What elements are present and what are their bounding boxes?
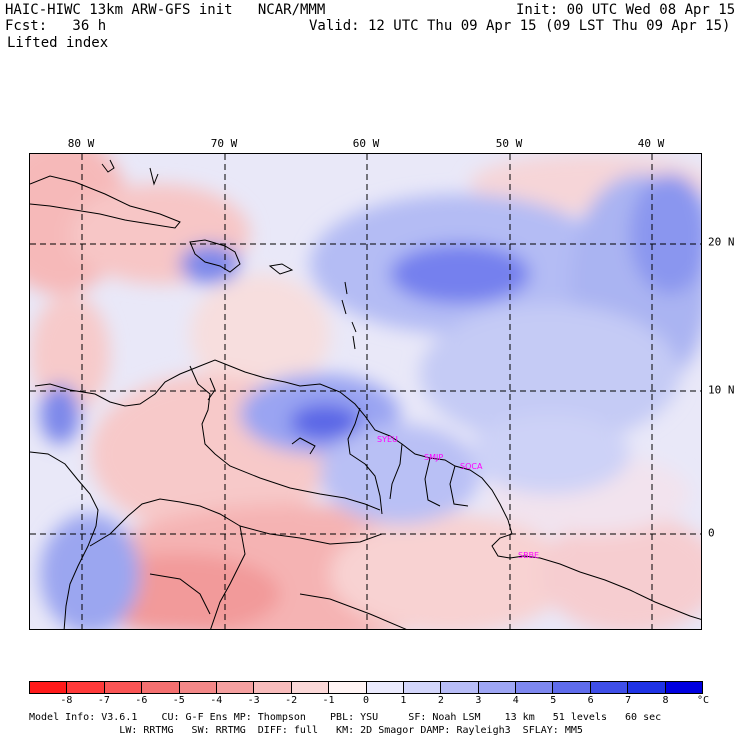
colorbar-label: 4 (512, 695, 519, 706)
colorbar-swatch (440, 682, 478, 693)
coastlines (30, 159, 701, 629)
colorbar-label: -5 (172, 695, 185, 706)
lon-label: 40 W (637, 137, 665, 150)
colorbar-label: 0 (362, 695, 370, 706)
colorbar-swatch (66, 682, 104, 693)
colorbar (29, 681, 703, 694)
station-label: SYEU (377, 435, 398, 444)
colorbar-swatch (515, 682, 553, 693)
colorbar-label: 6 (587, 695, 594, 706)
lon-label: 60 W (352, 137, 380, 150)
colorbar-label: -6 (135, 695, 148, 706)
model-info-line2: LW: RRTMG SW: RRTMG DIFF: full KM: 2D Sm… (29, 725, 583, 736)
lat-label: 10 N (708, 383, 735, 397)
colorbar-label: -1 (322, 695, 335, 706)
lon-label: 80 W (67, 137, 95, 150)
colorbar-swatch (215, 682, 254, 693)
colorbar-label: -4 (210, 695, 223, 706)
lon-label: 50 W (495, 137, 523, 150)
colorbar-label: 2 (437, 695, 444, 706)
map-title: HAIC-HIWC 13km ARW-GFS init NCAR/MMM (5, 2, 326, 18)
station-label: SOCA (460, 462, 483, 471)
colorbar-swatch (477, 682, 516, 693)
colorbar-label: 5 (550, 695, 557, 706)
colorbar-swatch (30, 682, 67, 693)
station-label: SMJP (424, 453, 443, 462)
colorbar-swatch (365, 682, 403, 693)
colorbar-label: 8 (662, 695, 669, 706)
colorbar-label: °C (696, 695, 710, 706)
lon-label: 70 W (210, 137, 238, 150)
field-name: Lifted index (7, 35, 109, 51)
colorbar-swatch (552, 682, 590, 693)
colorbar-label: -3 (247, 695, 260, 706)
shaded-field (30, 154, 701, 629)
model-info-line1: Model Info: V3.6.1 CU: G-F Ens MP: Thomp… (29, 712, 662, 723)
graticule (30, 154, 701, 629)
colorbar-swatch (589, 682, 628, 693)
colorbar-swatch (290, 682, 329, 693)
colorbar-swatch (253, 682, 291, 693)
colorbar-label: -8 (60, 695, 73, 706)
station-label: SBBE (518, 551, 539, 560)
colorbar-label: -2 (285, 695, 298, 706)
station-markers: SYEU SMJP SOCA SBBE (377, 435, 539, 560)
init-time: Init: 00 UTC Wed 08 Apr 15 (516, 2, 736, 18)
lat-label: 0 (708, 526, 715, 540)
colorbar-swatch (103, 682, 142, 693)
colorbar-swatch (178, 682, 216, 693)
valid-time: Valid: 12 UTC Thu 09 Apr 15 (09 LST Thu … (309, 18, 731, 34)
colorbar-swatch (328, 682, 366, 693)
lifted-index-map: SYEU SMJP SOCA SBBE (29, 153, 702, 630)
colorbar-swatch (627, 682, 665, 693)
colorbar-swatch (141, 682, 179, 693)
colorbar-swatch (664, 682, 703, 693)
colorbar-label: 1 (400, 695, 407, 706)
forecast-hour: Fcst: 36 h (5, 18, 107, 34)
colorbar-label: 3 (475, 695, 482, 706)
colorbar-label: -7 (97, 695, 110, 706)
colorbar-label: 7 (625, 695, 632, 706)
colorbar-swatch (402, 682, 441, 693)
lat-label: 20 N (708, 235, 735, 249)
